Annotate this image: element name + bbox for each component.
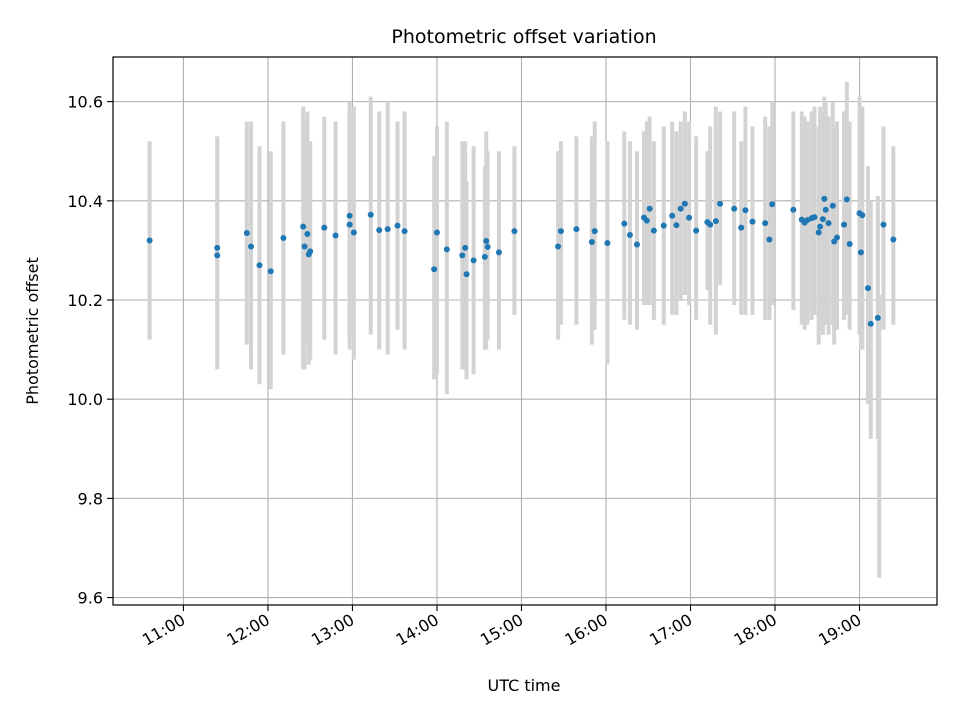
data-point bbox=[431, 266, 438, 273]
y-axis-ticks: 9.6 9.8 10.0 10.2 10.4 10.6 bbox=[67, 93, 113, 608]
data-point bbox=[859, 212, 866, 219]
data-point bbox=[731, 205, 738, 212]
y-tick-label: 9.6 bbox=[78, 589, 103, 608]
data-point bbox=[646, 205, 653, 212]
data-point bbox=[214, 244, 221, 251]
data-point bbox=[843, 196, 850, 203]
data-point bbox=[633, 241, 640, 248]
data-point bbox=[857, 249, 864, 256]
y-axis-label: Photometric offset bbox=[23, 257, 42, 405]
data-point bbox=[367, 211, 374, 218]
data-point bbox=[462, 244, 469, 251]
data-point bbox=[821, 195, 828, 202]
data-point bbox=[790, 206, 797, 213]
data-point bbox=[762, 220, 769, 227]
y-tick-label: 10.4 bbox=[67, 192, 103, 211]
data-point bbox=[825, 220, 832, 227]
data-point bbox=[243, 230, 250, 237]
data-point bbox=[346, 221, 353, 228]
data-point bbox=[394, 222, 401, 229]
data-point bbox=[686, 214, 693, 221]
data-point bbox=[822, 206, 829, 213]
data-point bbox=[833, 234, 840, 241]
data-point bbox=[301, 243, 308, 250]
data-point bbox=[304, 231, 311, 238]
data-point bbox=[846, 240, 853, 247]
y-tick-label: 9.8 bbox=[78, 489, 103, 508]
data-point bbox=[815, 229, 822, 236]
data-point bbox=[433, 229, 440, 236]
data-point bbox=[769, 201, 776, 208]
plot-frame bbox=[112, 56, 938, 606]
data-point bbox=[591, 228, 598, 235]
data-point bbox=[459, 252, 466, 259]
data-point bbox=[483, 237, 490, 244]
data-point bbox=[511, 228, 518, 235]
data-point bbox=[650, 227, 657, 234]
data-point bbox=[766, 236, 773, 243]
x-axis-label: UTC time bbox=[488, 676, 561, 695]
data-point bbox=[890, 236, 897, 243]
data-point bbox=[495, 249, 502, 256]
data-point bbox=[712, 218, 719, 225]
data-point bbox=[864, 285, 871, 292]
data-point bbox=[307, 248, 314, 255]
data-point bbox=[660, 222, 667, 229]
data-point bbox=[555, 243, 562, 250]
data-point bbox=[573, 226, 580, 233]
y-tick-label: 10.2 bbox=[67, 291, 103, 310]
data-point bbox=[681, 200, 688, 207]
data-point bbox=[673, 222, 680, 229]
data-point bbox=[626, 232, 633, 239]
data-point bbox=[384, 226, 391, 233]
data-point bbox=[321, 224, 328, 231]
data-point bbox=[214, 252, 221, 259]
data-point bbox=[738, 224, 745, 231]
data-points bbox=[146, 195, 897, 327]
data-point bbox=[350, 229, 357, 236]
data-point bbox=[707, 221, 714, 228]
y-tick-label: 10.0 bbox=[67, 390, 103, 409]
data-point bbox=[817, 223, 824, 230]
data-point bbox=[841, 221, 848, 228]
data-point bbox=[811, 214, 818, 221]
data-point bbox=[621, 220, 628, 227]
data-point bbox=[742, 207, 749, 214]
data-point bbox=[588, 238, 595, 245]
data-point bbox=[749, 218, 756, 225]
data-point bbox=[669, 212, 676, 219]
data-point bbox=[280, 235, 287, 242]
data-point bbox=[463, 271, 470, 278]
data-point bbox=[717, 200, 724, 207]
data-point bbox=[829, 202, 836, 209]
data-point bbox=[401, 228, 408, 235]
data-point bbox=[470, 257, 477, 264]
data-point bbox=[443, 246, 450, 253]
data-point bbox=[484, 243, 491, 250]
data-point bbox=[867, 320, 874, 327]
chart-title: Photometric offset variation bbox=[391, 26, 656, 48]
data-point bbox=[332, 232, 339, 239]
data-point bbox=[643, 217, 650, 224]
data-point bbox=[693, 227, 700, 234]
data-point bbox=[677, 205, 684, 212]
data-point bbox=[819, 216, 826, 223]
data-point bbox=[267, 268, 274, 275]
data-point bbox=[248, 243, 255, 250]
data-point bbox=[604, 239, 611, 246]
data-point bbox=[874, 314, 881, 321]
data-point bbox=[256, 262, 263, 269]
y-tick-label: 10.6 bbox=[67, 93, 103, 112]
data-point bbox=[300, 223, 307, 230]
data-point bbox=[557, 228, 564, 235]
data-point bbox=[146, 237, 153, 244]
data-point bbox=[880, 221, 887, 228]
data-point bbox=[376, 227, 383, 234]
data-point bbox=[346, 212, 353, 219]
data-point bbox=[481, 253, 488, 260]
